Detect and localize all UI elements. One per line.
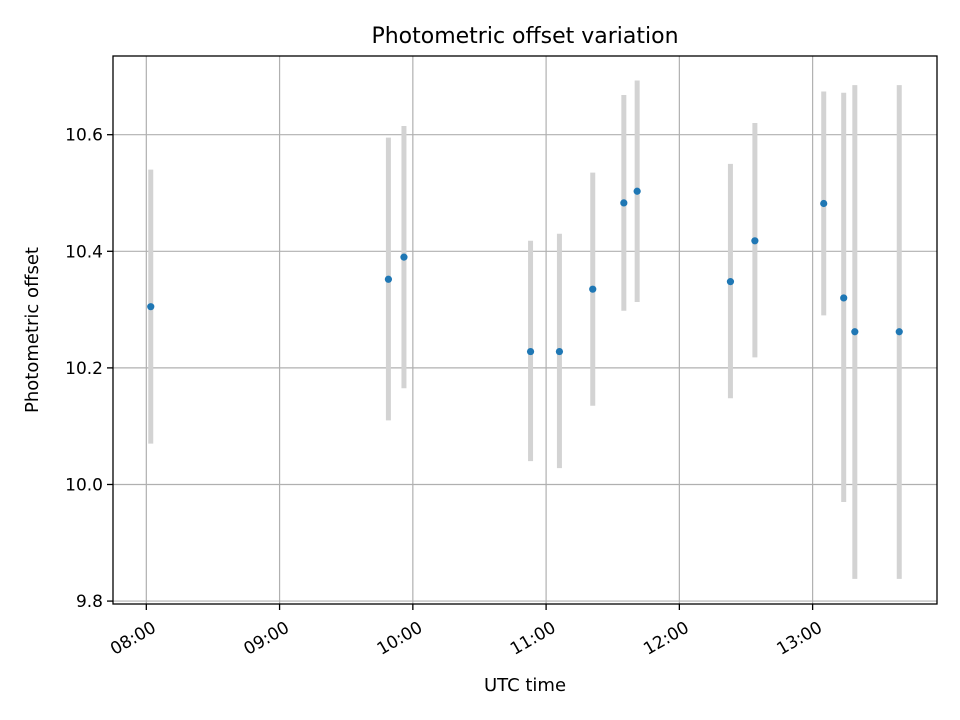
grid	[113, 56, 937, 604]
y-tick-label: 9.8	[76, 592, 103, 612]
y-tick-label: 10.4	[65, 242, 103, 262]
data-point	[620, 199, 628, 207]
error-bars	[148, 80, 902, 579]
x-tick-label: 11:00	[507, 618, 559, 660]
data-point	[820, 199, 828, 208]
y-axis-label: Photometric offset	[22, 247, 43, 413]
data-point	[526, 347, 535, 356]
y-tick-label: 10.6	[65, 126, 103, 146]
data-point	[384, 275, 393, 283]
x-axis-ticks: 08:00 09:00 10:00 11:00 12:00 13:00	[107, 604, 826, 660]
plot-frame	[112, 55, 938, 605]
y-tick-label: 10.2	[65, 359, 103, 379]
x-tick-label: 10:00	[374, 618, 426, 660]
x-tick-label: 08:00	[107, 618, 159, 660]
data-point	[840, 294, 848, 302]
x-axis-label: UTC time	[484, 675, 566, 696]
data-point	[751, 237, 759, 245]
chart-title: Photometric offset variation	[371, 24, 678, 49]
y-tick-label: 10.0	[65, 475, 103, 495]
x-tick-label: 13:00	[773, 618, 825, 660]
data-point	[400, 253, 408, 261]
data-points	[147, 187, 903, 356]
data-point	[851, 328, 859, 336]
data-point	[555, 347, 564, 356]
x-tick-label: 09:00	[240, 618, 292, 660]
x-tick-label: 12:00	[640, 618, 692, 660]
data-point	[726, 278, 735, 286]
y-axis-ticks: 9.8 10.0 10.2 10.4 10.6	[65, 126, 113, 612]
data-point	[589, 285, 597, 293]
data-point	[895, 328, 903, 336]
data-point	[147, 303, 155, 311]
data-point	[633, 187, 641, 195]
